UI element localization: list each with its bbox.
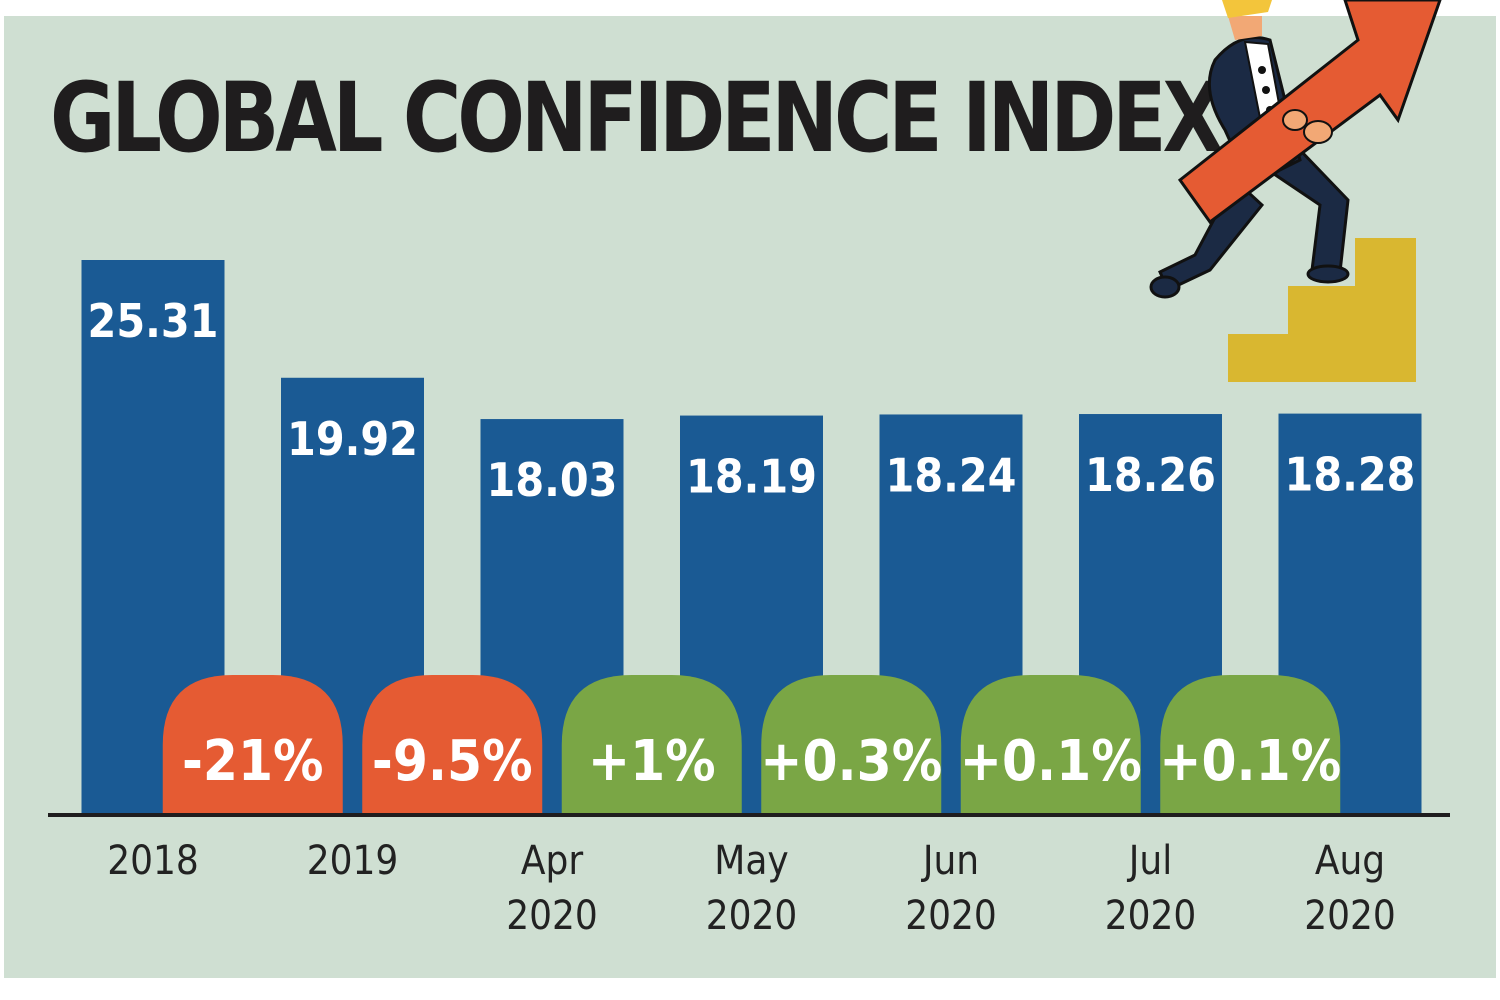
x-tick-label: Apr	[521, 838, 583, 884]
x-tick-label: 2020	[706, 893, 798, 939]
stairs-icon	[1228, 238, 1416, 382]
change-badge	[561, 675, 742, 813]
change-label: +0.1%	[1159, 729, 1341, 794]
change-badge	[761, 675, 942, 813]
bar-value-label: 18.03	[487, 453, 618, 507]
bar-value-label: 18.24	[886, 448, 1017, 502]
bar-value-label: 25.31	[88, 294, 219, 348]
x-tick-label: 2020	[506, 893, 598, 939]
bar-value-label: 18.26	[1085, 448, 1216, 502]
bar-value-label: 18.28	[1285, 448, 1416, 502]
x-tick-label: Jul	[1127, 838, 1172, 884]
x-tick-label: 2020	[905, 893, 997, 939]
change-label: +0.3%	[760, 729, 942, 794]
x-tick-label: 2018	[107, 838, 199, 884]
change-badge	[362, 675, 543, 813]
bar-value-label: 18.19	[686, 450, 817, 504]
change-badge	[1160, 675, 1341, 813]
x-tick-label: 2020	[1105, 893, 1197, 939]
x-axis-line	[48, 813, 1450, 817]
bar-value-label: 19.92	[287, 412, 418, 466]
x-tick-label: 2019	[307, 838, 399, 884]
change-label: +1%	[588, 729, 716, 794]
x-tick-label: Jun	[921, 838, 979, 884]
change-label: -21%	[182, 729, 324, 794]
x-tick-label: May	[714, 838, 788, 884]
x-tick-label: Aug	[1315, 838, 1385, 884]
change-badge	[162, 675, 343, 813]
x-tick-label: 2020	[1304, 893, 1396, 939]
chart-title: GLOBAL CONFIDENCE INDEX	[50, 62, 1224, 174]
arrow-up-icon	[1177, 0, 1442, 225]
change-badge	[960, 675, 1141, 813]
change-label: +0.1%	[960, 729, 1142, 794]
change-label: -9.5%	[372, 729, 533, 794]
